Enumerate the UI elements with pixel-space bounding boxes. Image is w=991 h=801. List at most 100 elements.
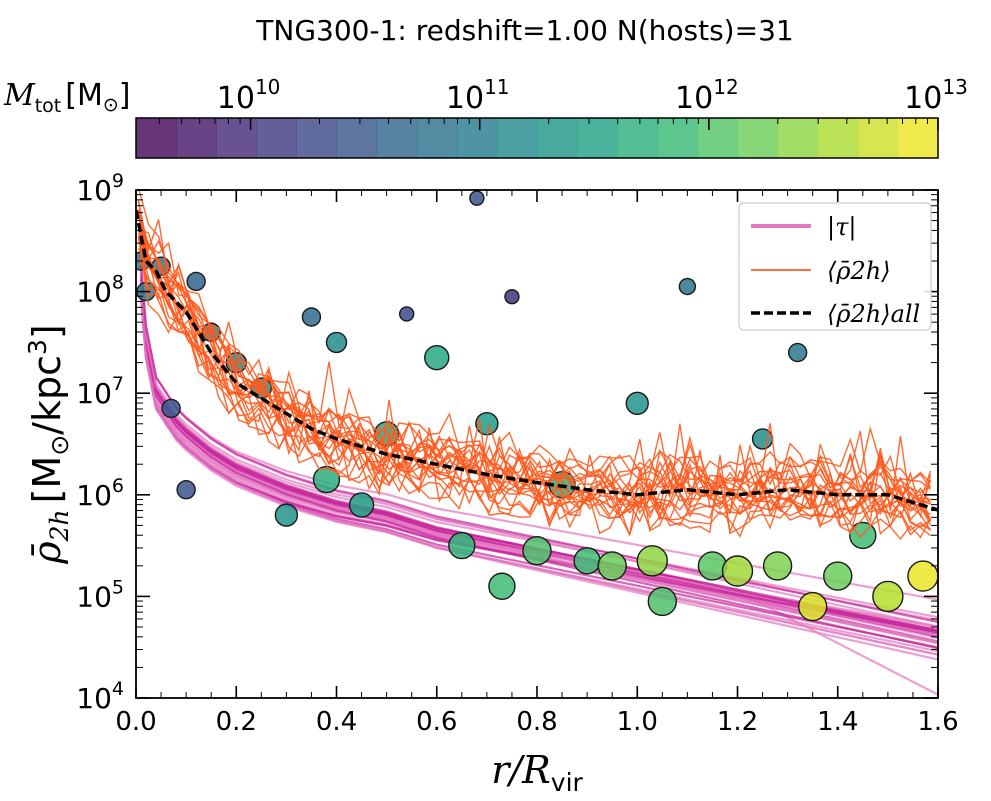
x-tick-label: 0.6 <box>416 707 457 737</box>
axis-ticks <box>135 189 939 699</box>
colorbar-segment <box>857 118 899 158</box>
scatter-point <box>636 545 668 577</box>
host-mean-line <box>138 190 931 494</box>
scatter-point <box>678 277 697 296</box>
host-mean-line <box>137 214 932 526</box>
colorbar-tick-label: 1012 <box>675 75 739 116</box>
scatter-point <box>274 503 299 527</box>
x-tick-label: 0.8 <box>516 707 557 737</box>
colorbar-segment <box>537 118 578 158</box>
all-mean-line <box>136 209 938 512</box>
scatter-point <box>448 531 476 560</box>
scatter-point <box>176 480 196 500</box>
scatter-point <box>797 591 828 622</box>
scatter-point <box>872 580 904 613</box>
colorbar-segment <box>456 118 498 158</box>
colorbar-label-sub: tot <box>35 95 62 117</box>
colorbar-segment <box>136 118 177 158</box>
x-axis-label-sub: vir <box>551 768 584 797</box>
legend-box <box>738 202 932 331</box>
colorbar-segment <box>296 118 337 158</box>
scatter-point <box>348 492 375 518</box>
x-tick-label: 1.0 <box>617 707 658 737</box>
y-tick-label: 108 <box>76 272 124 309</box>
chart-title: TNG300-1: redshift=1.00 N(hosts)=31 <box>255 14 793 47</box>
scatter-point <box>469 190 485 206</box>
colorbar-segment <box>256 118 297 158</box>
y-axis-label-unit: [M <box>25 456 69 504</box>
scatter-point <box>325 331 348 354</box>
x-axis-label-main: r/R <box>491 748 551 792</box>
host-mean-line <box>137 232 931 507</box>
colorbar-ticks <box>158 118 939 130</box>
scatter-point <box>301 307 322 327</box>
colorbar-segment <box>697 118 738 158</box>
scatter-points <box>136 190 938 622</box>
host-mean-lines <box>137 190 932 541</box>
host-mean-line <box>137 227 931 529</box>
y-tick-label: 106 <box>76 475 124 512</box>
scatter-point <box>488 572 516 600</box>
host-mean-line <box>137 199 931 511</box>
host-mean-line <box>137 235 931 537</box>
y-axis-label-exp: 3 <box>23 339 52 355</box>
x-tick-labels: 0.0 0.2 0.4 0.6 0.8 1.0 1.2 1.4 1.6 <box>115 707 958 737</box>
host-mean-line <box>137 236 931 537</box>
scatter-point <box>312 465 341 494</box>
colorbar-segment <box>176 118 217 158</box>
scatter-point <box>751 428 774 450</box>
colorbar-label-main: M <box>3 78 36 113</box>
y-axis-label: ρ̄2h [M⊙/kpc3] <box>23 324 74 565</box>
scatter-point <box>697 551 728 581</box>
colorbar-segment <box>737 118 779 158</box>
colorbar-segment <box>577 118 618 158</box>
y-axis-label-sub: 2h <box>45 509 74 542</box>
colorbar-segment <box>777 118 819 158</box>
tau-line <box>139 297 938 653</box>
y-axis-label-main: ρ̄ <box>25 541 69 565</box>
scatter-point <box>849 521 877 550</box>
y-axis-label-sun: ⊙ <box>45 435 74 456</box>
colorbar-segment <box>897 118 939 158</box>
y-tick-label: 109 <box>76 170 124 207</box>
scatter-point <box>625 391 649 416</box>
x-tick-label: 1.2 <box>717 707 758 737</box>
colorbar-segment <box>657 118 698 158</box>
y-axis-label-close: ] <box>25 324 69 339</box>
scatter-point <box>186 271 206 292</box>
scatter-point <box>504 288 520 305</box>
y-tick-label: 107 <box>76 373 124 410</box>
y-tick-label: 104 <box>76 678 124 715</box>
colorbar-label-sun: ⊙ <box>103 94 119 116</box>
colorbar-segment <box>617 118 658 158</box>
scatter-point <box>787 342 808 363</box>
legend-label-tau: |τ| <box>827 213 856 242</box>
colorbar-segment <box>336 118 378 158</box>
scatter-point <box>647 586 678 617</box>
colorbar <box>136 118 939 158</box>
x-tick-label: 0.2 <box>216 707 257 737</box>
colorbar-frame <box>135 117 939 159</box>
colorbar-label-unit: [M <box>65 78 103 113</box>
colorbar-tick-label: 1011 <box>446 75 510 116</box>
y-tick-label: 105 <box>76 576 124 613</box>
colorbar-segment <box>817 118 859 158</box>
scatter-point <box>573 547 601 575</box>
scatter-point <box>398 306 415 322</box>
colorbar-tick-labels: 1010 1011 1012 1013 <box>217 75 968 116</box>
scatter-point <box>475 411 499 436</box>
legend-label-host-mean: ⟨ρ̄2h⟩ <box>827 257 891 285</box>
host-mean-line <box>137 227 932 519</box>
x-tick-label: 0.0 <box>115 707 156 737</box>
scatter-point <box>762 551 793 581</box>
scatter-point <box>823 561 853 591</box>
scatter-point <box>161 398 181 419</box>
colorbar-segment <box>416 118 458 158</box>
colorbar-segment <box>496 118 538 158</box>
colorbar-label: Mtot [M⊙] <box>3 78 130 117</box>
scatter-point <box>597 551 627 581</box>
x-tick-label: 0.4 <box>316 707 357 737</box>
scatter-point <box>522 535 552 566</box>
scatter-point <box>721 555 754 587</box>
